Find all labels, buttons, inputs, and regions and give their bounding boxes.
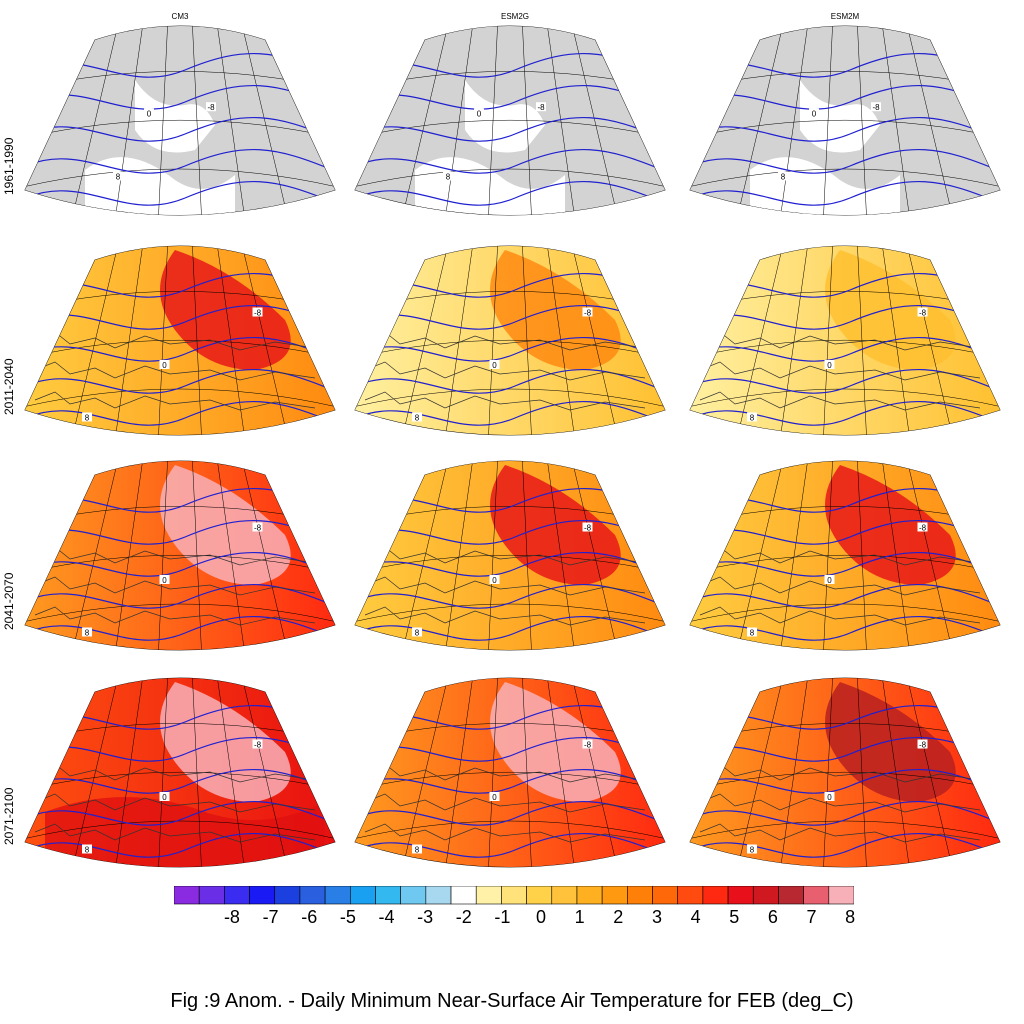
contour-label: 8 (85, 629, 90, 638)
contour-label: 0 (162, 576, 167, 585)
colorbar-tick-label: 3 (651, 907, 662, 927)
colorbar-tick-label: 1 (574, 907, 585, 927)
colorbar-swatch (501, 886, 527, 905)
colorbar (174, 886, 854, 905)
contour-label: -8 (919, 309, 927, 318)
contour-label: 8 (781, 173, 786, 182)
colorbar-swatch (299, 886, 326, 905)
contour-label: 8 (415, 414, 420, 423)
colorbar-swatch (828, 886, 854, 905)
column-title-esm2g: ESM2G (500, 12, 529, 21)
contour-label: -8 (872, 103, 880, 112)
contour-label: -8 (584, 309, 592, 318)
colorbar-swatch (324, 886, 351, 905)
colorbar-swatch (450, 886, 477, 905)
contour-label: -8 (919, 524, 927, 533)
map-panel-r2-c2: 0 8 -8 (689, 460, 1001, 651)
contour-label: -8 (254, 741, 262, 750)
map-panel-r1-c0: 0 8 -8 (24, 245, 336, 436)
colorbar-tick-label: -7 (262, 907, 279, 927)
contour-label: 8 (116, 173, 121, 182)
contour-label: 8 (446, 173, 451, 182)
colorbar-tick-label: 5 (729, 907, 740, 927)
colorbar-swatch (702, 886, 729, 905)
contour-label: 0 (492, 793, 497, 802)
contour-label: -8 (254, 524, 262, 533)
contour-label: 0 (827, 793, 832, 802)
contour-label: 0 (147, 110, 152, 119)
colorbar-swatch (224, 886, 250, 905)
contour-label: 0 (162, 361, 167, 370)
colorbar-swatch (601, 886, 628, 905)
colorbar-swatch (727, 886, 754, 905)
map-panel-r3-c2: 0 8 -8 (689, 677, 1001, 868)
colorbar-tick-label: -2 (455, 907, 472, 927)
contour-label: 8 (750, 846, 755, 855)
figure-caption: Fig :9 Anom. - Daily Minimum Near-Surfac… (170, 990, 854, 1012)
colorbar-tick-label: 0 (536, 907, 547, 927)
map-panel-r0-c2: 0 8 -8 (689, 25, 1001, 216)
colorbar-swatch (778, 886, 804, 905)
colorbar-swatch (425, 886, 452, 905)
colorbar-tick-label: -1 (494, 907, 511, 927)
contour-label: 8 (750, 629, 755, 638)
colorbar-swatch (274, 886, 301, 905)
colorbar-swatch (349, 886, 376, 905)
contour-label: 8 (85, 414, 90, 423)
contour-label: -8 (584, 524, 592, 533)
column-title-esm2m: ESM2M (830, 12, 860, 21)
map-panel-r0-c1: 0 8 -8 (354, 25, 666, 216)
contour-label: -8 (254, 309, 262, 318)
colorbar-swatch (652, 886, 679, 905)
colorbar-swatch (174, 886, 200, 905)
contour-label: -8 (584, 741, 592, 750)
contour-label: -8 (919, 741, 927, 750)
colorbar-swatch (400, 886, 427, 905)
contour-label: -8 (537, 103, 545, 112)
map-panel-r2-c0: 0 8 -8 (24, 460, 336, 651)
colorbar-swatch (803, 886, 830, 905)
map-panel-r3-c1: 0 8 -8 (354, 677, 666, 868)
colorbar-tick-label: -6 (301, 907, 318, 927)
contour-label: 0 (827, 576, 832, 585)
contour-label: 8 (750, 414, 755, 423)
colorbar-tick-label: 7 (806, 907, 817, 927)
colorbar-tick-label: 6 (767, 907, 778, 927)
map-panels: 0 8 -8 0 8 -8 0 8 -8 0 8 -8 0 8 -8 0 8 -8 0 8 -8 0 8 -8 0 8 -8 0 8 -8… (24, 25, 1001, 868)
contour-label: 0 (477, 110, 482, 119)
colorbar-swatch (198, 886, 225, 905)
colorbar-swatch (576, 886, 603, 905)
map-panel-r1-c1: 0 8 -8 (354, 245, 666, 436)
colorbar-tick-label: 4 (690, 907, 701, 927)
colorbar-swatch (752, 886, 779, 905)
contour-label: -8 (207, 103, 215, 112)
colorbar-swatch (249, 886, 276, 905)
map-panel-r3-c0: 0 8 -8 (24, 677, 336, 868)
column-title-cm3: CM3 (171, 12, 189, 21)
contour-label: 0 (492, 576, 497, 585)
map-panel-r1-c2: 0 8 -8 (689, 245, 1001, 436)
contour-label: 8 (85, 846, 90, 855)
map-panel-r2-c1: 0 8 -8 (354, 460, 666, 651)
colorbar-swatch (551, 886, 578, 905)
colorbar-swatch (526, 886, 553, 905)
contour-label: 0 (492, 361, 497, 370)
map-panel-r0-c0: 0 8 -8 (24, 25, 336, 216)
colorbar-tick-label: -4 (378, 907, 395, 927)
colorbar-tick-label: 8 (845, 907, 856, 927)
colorbar-swatch (375, 886, 401, 905)
colorbar-swatch (627, 886, 653, 905)
contour-label: 0 (812, 110, 817, 119)
colorbar-tick-label: -8 (223, 907, 240, 927)
colorbar-tick-label: -5 (339, 907, 356, 927)
contour-label: 8 (415, 629, 420, 638)
colorbar-tick-label: -3 (417, 907, 434, 927)
colorbar-tick-label: 2 (613, 907, 624, 927)
contour-label: 0 (162, 793, 167, 802)
colorbar-swatch (677, 886, 704, 905)
contour-label: 0 (827, 361, 832, 370)
contour-label: 8 (415, 846, 420, 855)
colorbar-swatch (475, 886, 502, 905)
